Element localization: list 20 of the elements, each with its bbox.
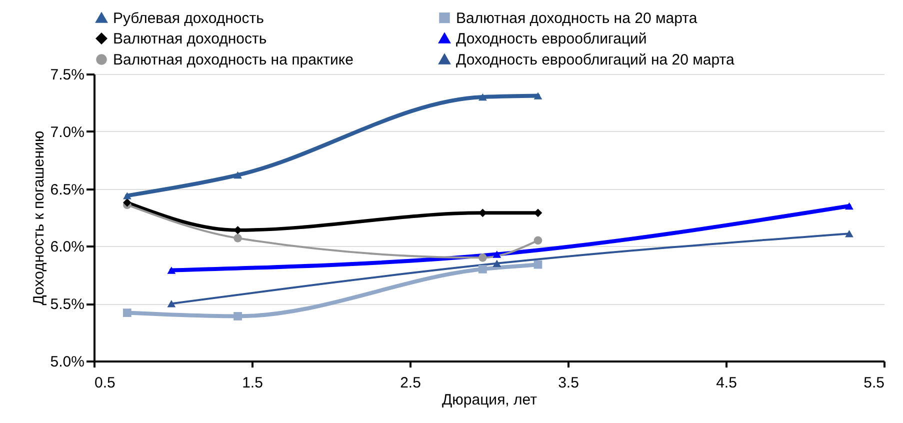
legend-label: Доходность еврооблигаций на 20 марта [456, 52, 735, 68]
y-tick-label: 7.5% [50, 66, 84, 84]
y-tick-label: 6.0% [50, 238, 84, 256]
x-tick-label: 1.5 [242, 374, 263, 392]
legend-label: Доходность еврооблигаций [456, 30, 647, 48]
y-axis-title: Доходность к погашению [30, 130, 48, 306]
legend-label: Валютная доходность на практике [113, 52, 354, 68]
y-tick-label: 7.0% [50, 124, 84, 141]
x-tick-label: 3.5 [558, 374, 579, 392]
x-tick-label: 5.5 [864, 374, 884, 392]
x-tick-label: 4.5 [716, 374, 737, 392]
y-tick-label: 5.0% [50, 354, 84, 370]
x-tick-label: 0.5 [94, 374, 116, 392]
x-tick-label: 2.5 [400, 374, 421, 392]
legend-label: Валютная доходность на 20 марта [456, 10, 698, 27]
legend-label: Валютная доходность [113, 30, 267, 48]
y-tick-label: 5.5% [50, 296, 84, 314]
x-axis-title: Дюрация, лет [442, 392, 538, 408]
y-tick-label: 6.5% [50, 181, 84, 198]
legend-label: Рублевая доходность [113, 10, 264, 28]
